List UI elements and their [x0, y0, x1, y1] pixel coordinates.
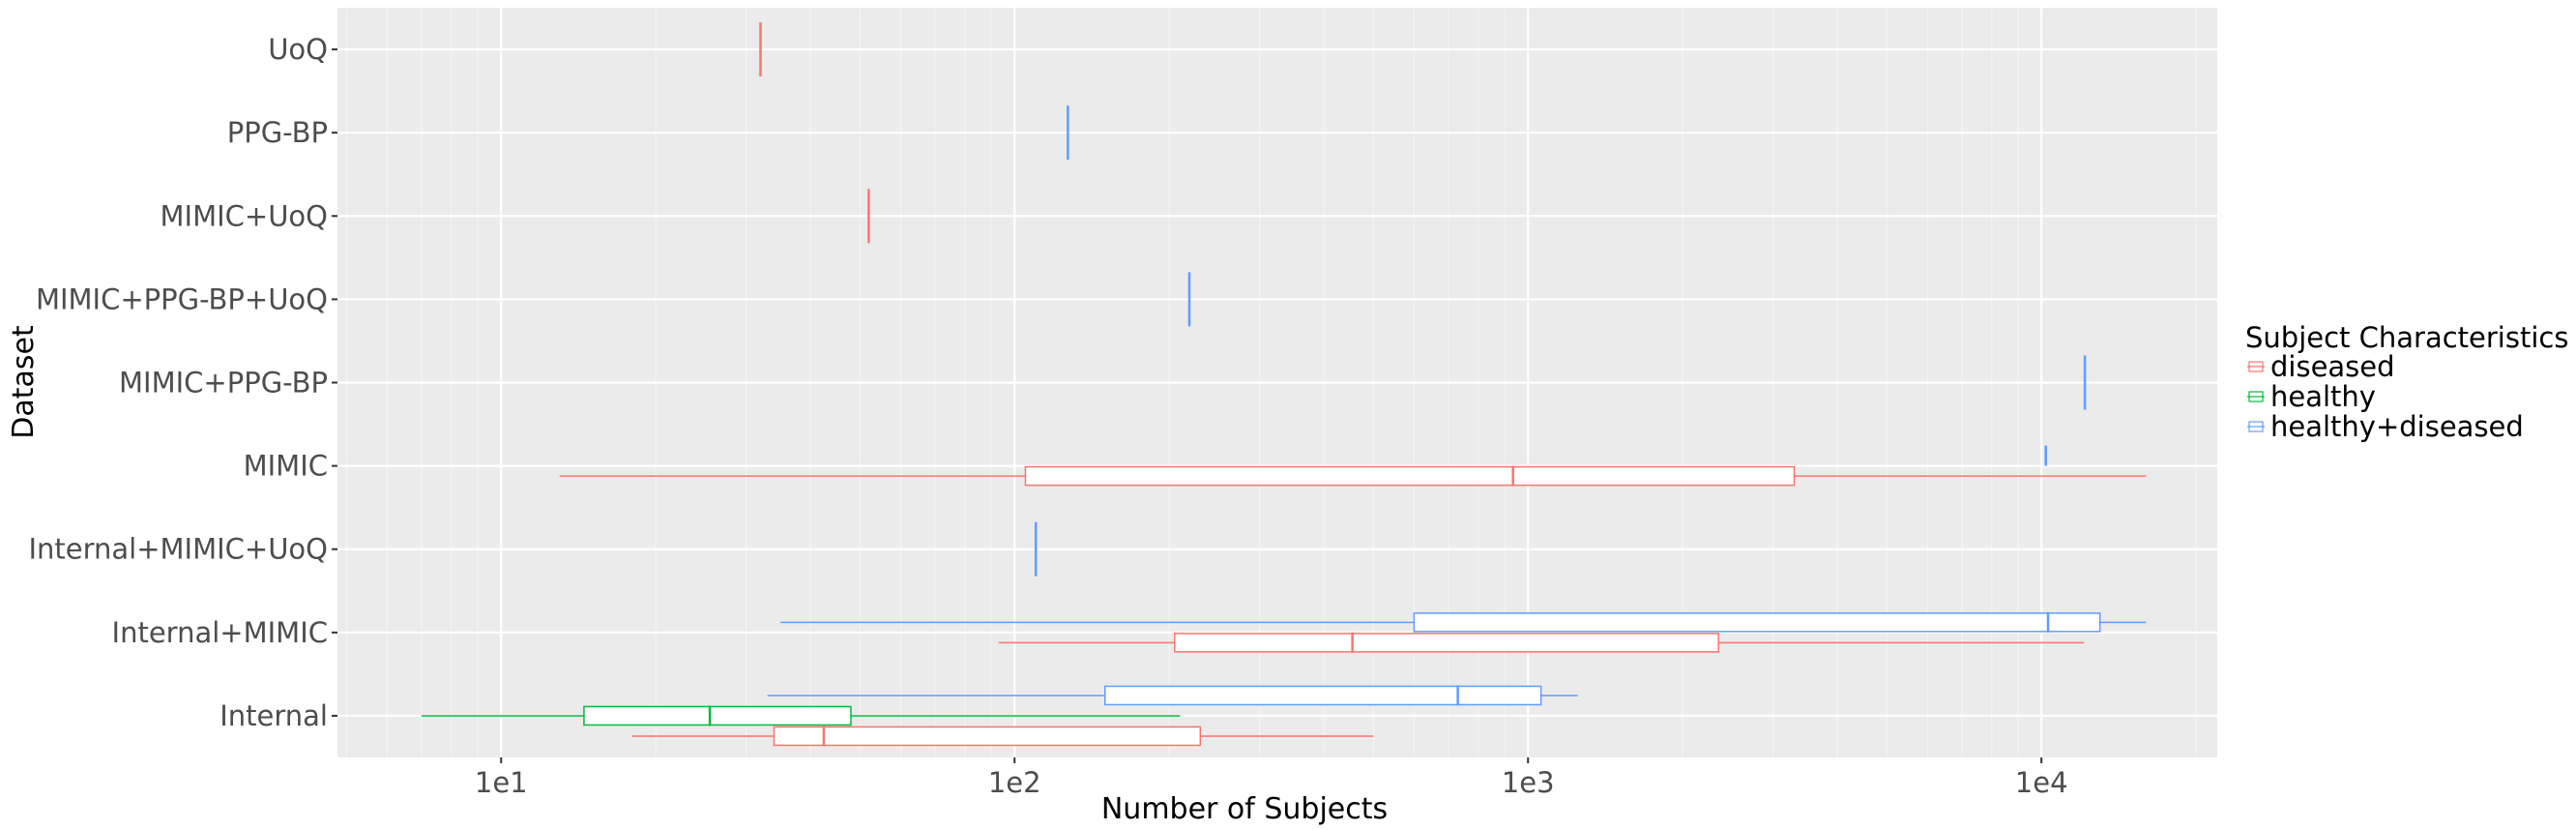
- y-tick-label: Internal+MIMIC+UoQ: [28, 533, 328, 566]
- box-iqr: [773, 726, 1202, 747]
- legend-item-diseased: diseased: [2247, 350, 2395, 383]
- y-axis-title: Dataset: [7, 325, 41, 439]
- legend-label: diseased: [2270, 350, 2395, 383]
- legend-label: healthy: [2270, 380, 2376, 413]
- legend-item-healthy-diseased: healthy+diseased: [2247, 410, 2524, 443]
- y-axis: UoQ PPG-BP MIMIC+UoQ MIMIC+PPG-BP+UoQ MIMIC+…: [28, 33, 337, 732]
- box-iqr: [583, 705, 852, 726]
- box-internal-mimic-diseased: [998, 632, 2085, 653]
- x-axis-title: Number of Subjects: [1101, 792, 1388, 826]
- y-tick-label: MIMIC+UoQ: [161, 199, 329, 232]
- y-tick-label: Internal+MIMIC: [112, 616, 328, 649]
- legend-label: healthy+diseased: [2270, 410, 2524, 443]
- box-internal-healthy: [422, 705, 1181, 726]
- x-tick-label: 1e2: [988, 766, 1041, 799]
- box-series: [422, 22, 2147, 747]
- y-tick-label: PPG-BP: [227, 116, 328, 149]
- x-tick-label: 1e4: [2015, 766, 2068, 799]
- legend: Subject Characteristics diseasedhealthyh…: [2245, 321, 2568, 443]
- y-tick-label: UoQ: [268, 33, 328, 66]
- box-iqr: [1024, 465, 1796, 487]
- y-tick-label: MIMIC: [244, 450, 328, 483]
- y-tick-label: MIMIC+PPG-BP+UoQ: [36, 282, 328, 315]
- box-internal-healthy-diseased: [767, 685, 1578, 706]
- legend-title: Subject Characteristics: [2245, 321, 2568, 354]
- box-iqr: [1413, 612, 2101, 633]
- y-tick-label: MIMIC+PPG-BP: [119, 367, 328, 400]
- legend-item-healthy: healthy: [2247, 380, 2376, 413]
- y-tick-label: Internal: [220, 699, 328, 732]
- x-tick-label: 1e1: [475, 766, 528, 799]
- box-mimic-diseased: [559, 465, 2147, 487]
- x-axis: 1e1 1e2 1e3 1e4: [475, 757, 2068, 799]
- box-internal-mimic-healthy-diseased: [780, 611, 2147, 633]
- box-internal-diseased: [631, 726, 1374, 747]
- box-iqr: [1174, 633, 1719, 653]
- box-iqr: [1103, 685, 1542, 706]
- x-tick-label: 1e3: [1502, 766, 1555, 799]
